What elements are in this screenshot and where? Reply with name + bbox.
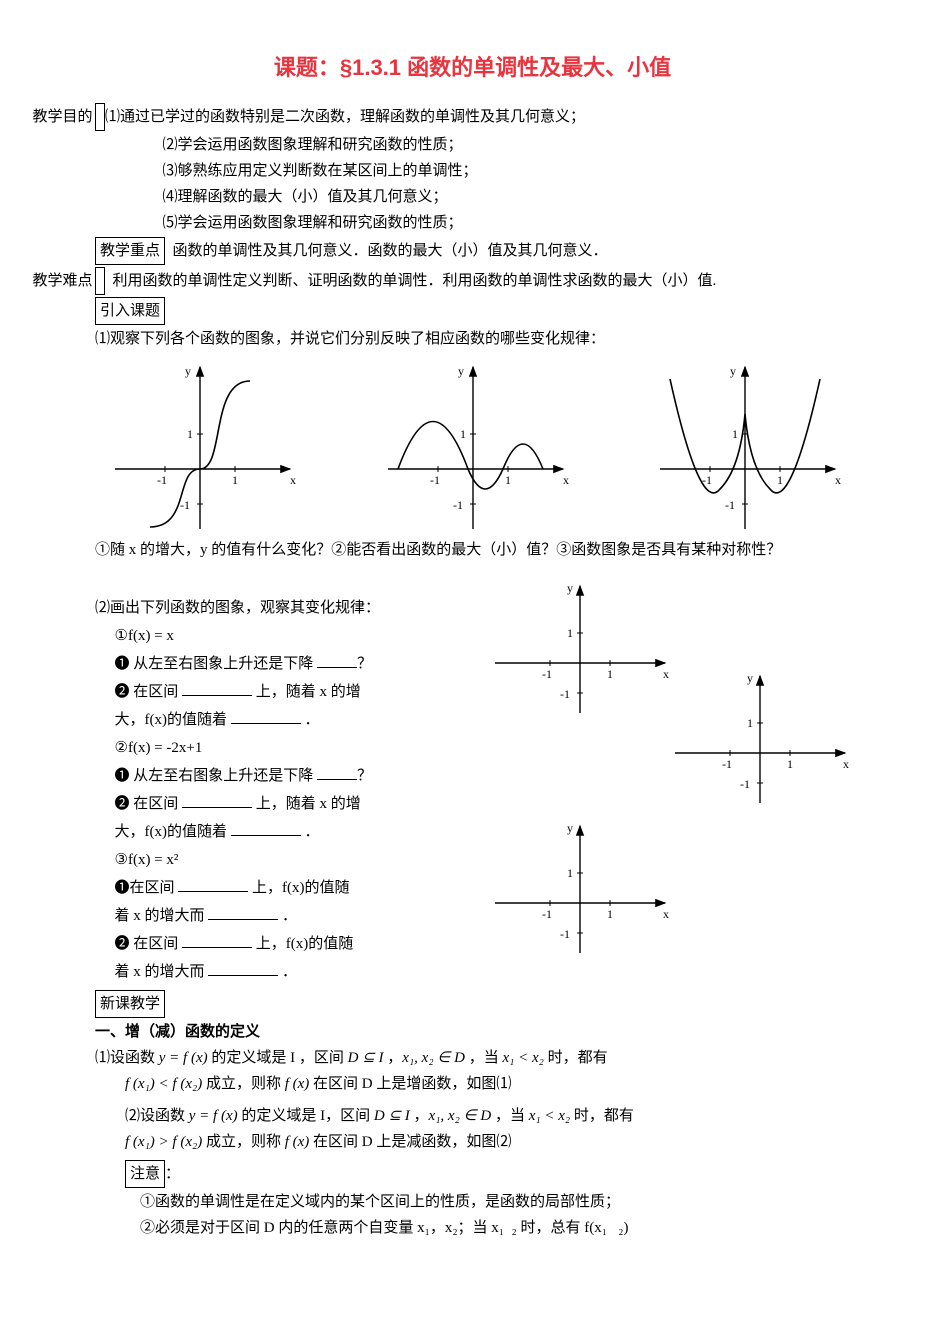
svg-text:1: 1 — [567, 866, 573, 880]
svg-text:-1: -1 — [453, 498, 463, 512]
svg-text:-1: -1 — [542, 907, 552, 921]
svg-text:y: y — [747, 671, 753, 685]
blank-input[interactable] — [182, 932, 252, 948]
q2-f1: ①f(x) = x — [95, 624, 465, 648]
note-wrap: 注意： — [95, 1160, 850, 1188]
svg-text:1: 1 — [787, 757, 793, 771]
svg-text:-1: -1 — [560, 687, 570, 701]
focus-block: 教学重点 函数的单调性及其几何意义．函数的最大（小）值及其几何意义． — [95, 237, 850, 265]
def2-line2: f (x₁) > f (x₂) 成立，则称 f (x) 在区间 D 上是减函数，… — [95, 1130, 850, 1154]
svg-text:x: x — [563, 473, 569, 487]
note2: ②必须是对于区间 D 内的任意两个自变量 x₁，x₂；当 x₁ ₂ 时，总有 f… — [95, 1216, 850, 1240]
section-q2: x y -1 1 1 -1 x y -1 1 1 -1 x y -1 1 1 -… — [95, 588, 850, 988]
svg-text:1: 1 — [460, 427, 466, 441]
q2-f2b: ❷ 在区间 上，随着 x 的增 — [95, 792, 465, 816]
svg-text:x: x — [663, 907, 669, 921]
axis-x-label: x — [290, 473, 296, 487]
svg-text:-1: -1 — [560, 927, 570, 941]
goal-1: ⑴通过已学过的函数特别是二次函数，理解函数的单调性及其几何意义； — [105, 109, 585, 125]
blank-input[interactable] — [208, 904, 278, 920]
svg-text:1: 1 — [505, 473, 511, 487]
svg-text:-1: -1 — [722, 757, 732, 771]
q2-f2: ②f(x) = -2x+1 — [95, 736, 465, 760]
svg-text:1: 1 — [187, 427, 193, 441]
note-label: 注意 — [125, 1160, 165, 1188]
hard-text: 利用函数的单调性定义判断、证明函数的单调性．利用函数的单调性求函数的最大（小）值… — [113, 273, 717, 289]
q2-f3b: ❷ 在区间 上，f(x)的值随 — [95, 932, 465, 956]
intro-label-wrap: 引入课题 — [95, 297, 850, 325]
q2-lead: ⑵画出下列函数的图象，观察其变化规律： — [95, 596, 465, 620]
q2-f2a: ❶ 从左至右图象上升还是下降 ？ — [95, 764, 465, 788]
goal-5: ⑸学会运用函数图象理解和研究函数的性质； — [95, 211, 850, 235]
blank-input[interactable] — [182, 680, 252, 696]
newlesson-wrap: 新课教学 — [95, 990, 850, 1018]
blank-graph-1: x y -1 1 1 -1 — [485, 578, 675, 718]
svg-text:-1: -1 — [725, 498, 735, 512]
svg-text:1: 1 — [567, 626, 573, 640]
q2-f1a: ❶ 从左至右图象上升还是下降 ？ — [95, 652, 465, 676]
newlesson-label: 新课教学 — [95, 990, 165, 1018]
blank-input[interactable] — [231, 820, 301, 836]
blank-graph-2: x y -1 1 1 -1 — [665, 668, 855, 808]
def1-line2: f (x₁) < f (x₂) 成立，则称 f (x) 在区间 D 上是增函数，… — [95, 1072, 850, 1096]
hard-label: 教学难点 — [95, 267, 105, 295]
q2-f1b: ❷ 在区间 上，随着 x 的增 — [95, 680, 465, 704]
intro-q1: ⑴观察下列各个函数的图象，并说它们分别反映了相应函数的哪些变化规律： — [95, 327, 850, 351]
blank-input[interactable] — [317, 764, 357, 780]
goal-4: ⑷理解函数的最大（小）值及其几何意义； — [95, 185, 850, 209]
graph-wave: x y -1 1 1 -1 — [368, 359, 578, 534]
focus-text: 函数的单调性及其几何意义．函数的最大（小）值及其几何意义． — [173, 243, 608, 259]
q2-f3a: ❶在区间 上，f(x)的值随 — [95, 876, 465, 900]
blank-input[interactable] — [231, 708, 301, 724]
goal-label: 教学目的 — [95, 103, 105, 131]
graph-cubic: x y -1 1 1 -1 — [95, 359, 305, 534]
note1: ①函数的单调性是在定义域内的某个区间上的性质，是函数的局部性质； — [95, 1190, 850, 1214]
blank-input[interactable] — [317, 652, 357, 668]
svg-text:x: x — [835, 473, 841, 487]
svg-text:-1: -1 — [542, 667, 552, 681]
blank-input[interactable] — [208, 960, 278, 976]
page-title: 课题：§1.3.1 函数的单调性及最大、小值 — [95, 50, 850, 85]
intro-label: 引入课题 — [95, 297, 165, 325]
q2-f3: ③f(x) = x² — [95, 848, 465, 872]
svg-text:-1: -1 — [157, 473, 167, 487]
blank-input[interactable] — [182, 792, 252, 808]
svg-text:1: 1 — [232, 473, 238, 487]
goal-2: ⑵学会运用函数图象理解和研究函数的性质； — [95, 133, 850, 157]
q2-text: ⑵画出下列函数的图象，观察其变化规律： ①f(x) = x ❶ 从左至右图象上升… — [95, 588, 465, 984]
goal-3: ⑶够熟练应用定义判断数在某区间上的单调性； — [95, 159, 850, 183]
blank-graph-3: x y -1 1 1 -1 — [485, 818, 675, 958]
svg-text:1: 1 — [732, 427, 738, 441]
svg-text:1: 1 — [777, 473, 783, 487]
def2: ⑵设函数 y = f (x) 的定义域是 I，区间 D ⊆ I ，x₁, x₂ … — [95, 1104, 850, 1128]
svg-text:y: y — [567, 581, 573, 595]
blank-input[interactable] — [178, 876, 248, 892]
section1-title: 一、增（减）函数的定义 — [95, 1020, 850, 1044]
svg-text:-1: -1 — [740, 777, 750, 791]
svg-text:y: y — [458, 364, 464, 378]
graph-row-1: x y -1 1 1 -1 x y -1 1 1 -1 x y -1 1 1 -… — [95, 359, 850, 534]
focus-label: 教学重点 — [95, 237, 165, 265]
def1: ⑴设函数 y = f (x) 的定义域是 I ，区间 D ⊆ I ，x₁, x₂… — [95, 1046, 850, 1070]
svg-text:1: 1 — [607, 907, 613, 921]
svg-text:x: x — [843, 757, 849, 771]
graph-w: x y -1 1 1 -1 — [640, 359, 850, 534]
svg-text:-1: -1 — [180, 498, 190, 512]
svg-text:1: 1 — [747, 716, 753, 730]
goal-block: 教学目的⑴通过已学过的函数特别是二次函数，理解函数的单调性及其几何意义； — [95, 103, 850, 131]
svg-text:y: y — [567, 821, 573, 835]
hard-block: 教学难点 利用函数的单调性定义判断、证明函数的单调性．利用函数的单调性求函数的最… — [95, 267, 850, 295]
axis-y-label: y — [185, 364, 191, 378]
svg-text:1: 1 — [607, 667, 613, 681]
svg-text:-1: -1 — [430, 473, 440, 487]
svg-text:y: y — [730, 364, 736, 378]
intro-q1-sub: ①随 x 的增大，y 的值有什么变化？②能否看出函数的最大（小）值？③函数图象是… — [95, 538, 850, 562]
